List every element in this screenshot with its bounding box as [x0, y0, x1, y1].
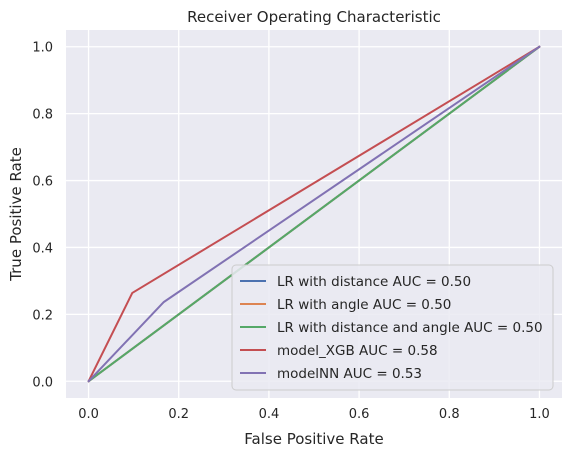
x-tick-label: 0.6 — [349, 407, 370, 422]
chart-title: Receiver Operating Characteristic — [187, 8, 441, 26]
y-axis-label: True Positive Rate — [7, 147, 25, 282]
x-tick-label: 0.8 — [439, 407, 460, 422]
series-lines — [87, 45, 541, 383]
x-tick-label: 0.2 — [168, 407, 189, 422]
y-tick-label: 0.4 — [32, 241, 53, 256]
x-tick-labels: 0.0 0.2 0.4 0.6 0.8 1.0 — [78, 407, 550, 422]
y-tick-labels: 0.0 0.2 0.4 0.6 0.8 1.0 — [32, 41, 53, 391]
y-tick-label: 0.0 — [32, 375, 53, 390]
grid — [66, 30, 562, 398]
series-line-4 — [87, 45, 541, 383]
x-tick-label: 0.0 — [78, 407, 99, 422]
x-tick-label: 0.4 — [259, 407, 280, 422]
legend: LR with distance AUC = 0.50 LR with angle… — [231, 264, 554, 391]
legend-label: LR with distance and angle AUC = 0.50 — [277, 320, 543, 336]
y-tick-label: 0.2 — [32, 308, 53, 323]
legend-label: LR with distance AUC = 0.50 — [277, 274, 471, 290]
x-tick-label: 1.0 — [529, 407, 550, 422]
legend-box — [231, 264, 554, 391]
legend-label: modelNN AUC = 0.53 — [277, 366, 422, 382]
legend-label: model_XGB AUC = 0.58 — [277, 343, 438, 359]
series-line-2 — [87, 45, 541, 383]
y-tick-label: 1.0 — [32, 41, 53, 56]
y-tick-label: 0.8 — [32, 108, 53, 123]
series-line-3 — [87, 45, 541, 383]
legend-label: LR with angle AUC = 0.50 — [277, 297, 451, 313]
y-tick-label: 0.6 — [32, 175, 53, 190]
x-axis-label: False Positive Rate — [244, 430, 383, 448]
